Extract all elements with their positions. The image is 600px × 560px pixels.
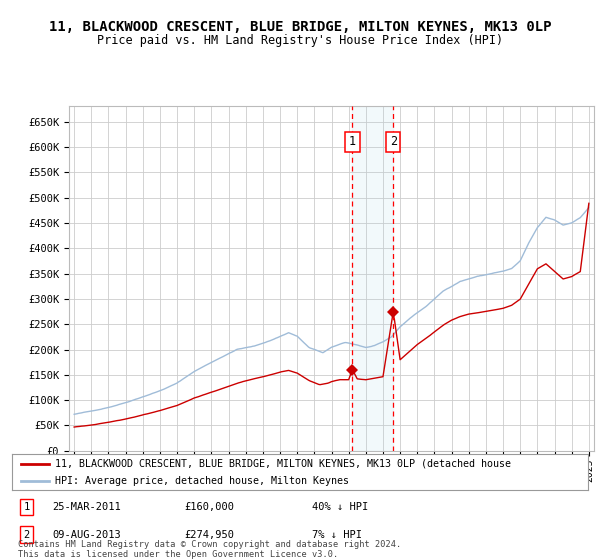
Text: 40% ↓ HPI: 40% ↓ HPI	[311, 502, 368, 512]
Text: 2: 2	[390, 136, 397, 148]
Text: 1: 1	[23, 502, 29, 512]
Text: 09-AUG-2013: 09-AUG-2013	[52, 530, 121, 539]
Text: 1: 1	[349, 136, 356, 148]
Text: 25-MAR-2011: 25-MAR-2011	[52, 502, 121, 512]
Bar	[352, 106, 393, 451]
Text: Contains HM Land Registry data © Crown copyright and database right 2024.
This d: Contains HM Land Registry data © Crown c…	[18, 540, 401, 559]
Text: 2: 2	[23, 530, 29, 539]
Text: £274,950: £274,950	[185, 530, 235, 539]
Text: £160,000: £160,000	[185, 502, 235, 512]
Text: Price paid vs. HM Land Registry's House Price Index (HPI): Price paid vs. HM Land Registry's House …	[97, 34, 503, 46]
Text: 11, BLACKWOOD CRESCENT, BLUE BRIDGE, MILTON KEYNES, MK13 0LP: 11, BLACKWOOD CRESCENT, BLUE BRIDGE, MIL…	[49, 20, 551, 34]
Text: HPI: Average price, detached house, Milton Keynes: HPI: Average price, detached house, Milt…	[55, 476, 349, 486]
Text: 11, BLACKWOOD CRESCENT, BLUE BRIDGE, MILTON KEYNES, MK13 0LP (detached house: 11, BLACKWOOD CRESCENT, BLUE BRIDGE, MIL…	[55, 459, 511, 469]
Text: 7% ↓ HPI: 7% ↓ HPI	[311, 530, 362, 539]
